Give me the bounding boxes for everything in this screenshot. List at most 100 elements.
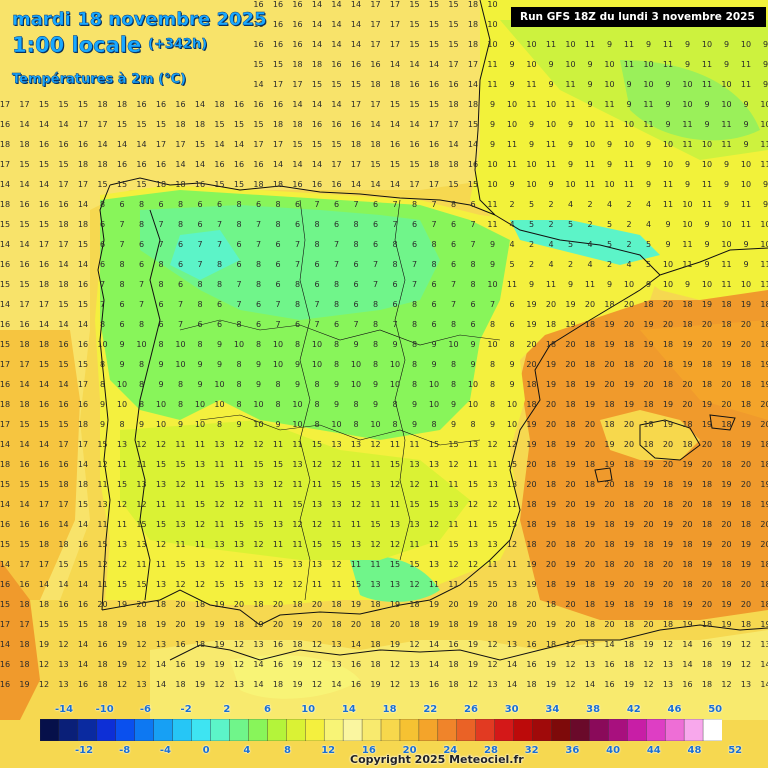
grid-temperature-value: 19 <box>643 460 653 469</box>
grid-temperature-value: 16 <box>58 400 68 409</box>
grid-temperature-value: 11 <box>741 80 751 89</box>
grid-temperature-value: 13 <box>429 460 439 469</box>
grid-temperature-value: 20 <box>273 620 283 629</box>
color-scale-swatch <box>532 719 553 741</box>
grid-temperature-value: 9 <box>236 420 241 429</box>
grid-temperature-value: 11 <box>526 100 536 109</box>
grid-temperature-value: 9 <box>548 180 553 189</box>
grid-temperature-value: 16 <box>292 180 302 189</box>
grid-temperature-value: 18 <box>702 360 712 369</box>
grid-temperature-value: 6 <box>353 280 358 289</box>
grid-temperature-value: 9 <box>763 80 768 89</box>
grid-temperature-value: 9 <box>704 240 709 249</box>
grid-temperature-value: 11 <box>273 500 283 509</box>
grid-temperature-value: 12 <box>721 680 731 689</box>
grid-temperature-value: 16 <box>19 580 29 589</box>
grid-temperature-value: 15 <box>97 180 107 189</box>
grid-temperature-value: 7 <box>314 300 319 309</box>
grid-temperature-value: 10 <box>507 400 517 409</box>
grid-temperature-value: 12 <box>273 480 283 489</box>
grid-temperature-value: 15 <box>468 120 478 129</box>
grid-temperature-value: 8 <box>119 280 124 289</box>
grid-temperature-value: 10 <box>721 220 731 229</box>
grid-temperature-value: 8 <box>197 340 202 349</box>
grid-temperature-value: 18 <box>195 600 205 609</box>
grid-temperature-value: 10 <box>448 340 458 349</box>
grid-temperature-value: 16 <box>78 540 88 549</box>
grid-temperature-value: 15 <box>390 160 400 169</box>
grid-temperature-value: 15 <box>429 100 439 109</box>
grid-temperature-value: 16 <box>351 120 361 129</box>
grid-temperature-value: 11 <box>429 580 439 589</box>
grid-temperature-value: 16 <box>351 660 361 669</box>
grid-temperature-value: 8 <box>158 280 163 289</box>
grid-temperature-value: 4 <box>587 240 592 249</box>
grid-temperature-value: 2 <box>626 200 631 209</box>
grid-temperature-value: 20 <box>721 520 731 529</box>
grid-temperature-value: 6 <box>451 260 456 269</box>
grid-temperature-value: 11 <box>682 240 692 249</box>
grid-temperature-value: 8 <box>314 420 319 429</box>
grid-temperature-value: 10 <box>663 140 673 149</box>
grid-temperature-value: 13 <box>409 680 419 689</box>
grid-temperature-value: 7 <box>158 220 163 229</box>
grid-temperature-value: 14 <box>58 580 68 589</box>
grid-temperature-value: 7 <box>256 220 261 229</box>
grid-temperature-value: 9 <box>685 160 690 169</box>
grid-temperature-value: 19 <box>390 640 400 649</box>
grid-temperature-value: 18 <box>526 500 536 509</box>
andalusia-field <box>120 420 470 560</box>
grid-temperature-value: 10 <box>585 140 595 149</box>
grid-temperature-value: 19 <box>721 340 731 349</box>
grid-temperature-value: 11 <box>214 460 224 469</box>
grid-temperature-value: 8 <box>412 380 417 389</box>
grid-temperature-value: 10 <box>760 240 768 249</box>
grid-temperature-value: 13 <box>370 580 380 589</box>
grid-temperature-value: 11 <box>156 560 166 569</box>
grid-temperature-value: 16 <box>195 180 205 189</box>
grid-temperature-value: 6 <box>256 300 261 309</box>
grid-temperature-value: 18 <box>526 400 536 409</box>
grid-temperature-value: 8 <box>470 420 475 429</box>
color-scale-swatch <box>570 719 591 741</box>
color-scale-bottom-label: 0 <box>202 745 210 756</box>
grid-temperature-value: 9 <box>509 360 514 369</box>
grid-temperature-value: 9 <box>763 200 768 209</box>
grid-temperature-value: 10 <box>136 340 146 349</box>
grid-temperature-value: 11 <box>663 200 673 209</box>
grid-temperature-value: 2 <box>529 240 534 249</box>
grid-temperature-value: 18 <box>546 640 556 649</box>
grid-temperature-value: 14 <box>39 380 49 389</box>
grid-temperature-value: 4 <box>626 260 631 269</box>
grid-temperature-value: 11 <box>156 500 166 509</box>
coastlines-and-borders <box>97 0 768 661</box>
grid-temperature-value: 17 <box>0 160 10 169</box>
grid-temperature-value: 7 <box>256 240 261 249</box>
grid-temperature-value: 16 <box>39 520 49 529</box>
grid-temperature-value: 14 <box>370 120 380 129</box>
color-scale-top-label: 30 <box>504 704 519 715</box>
grid-temperature-value: 6 <box>197 220 202 229</box>
grid-temperature-value: 6 <box>178 260 183 269</box>
grid-temperature-value: 9 <box>470 360 475 369</box>
grid-temperature-value: 14 <box>448 140 458 149</box>
grid-temperature-value: 12 <box>390 540 400 549</box>
grid-temperature-value: 12 <box>175 580 185 589</box>
grid-temperature-value: 16 <box>39 200 49 209</box>
grid-temperature-value: 6 <box>431 280 436 289</box>
grid-temperature-value: 18 <box>58 220 68 229</box>
grid-temperature-value: 14 <box>39 580 49 589</box>
grid-temperature-value: 13 <box>409 660 419 669</box>
grid-temperature-value: 19 <box>117 620 127 629</box>
grid-temperature-value: 2 <box>626 240 631 249</box>
grid-temperature-value: 18 <box>721 560 731 569</box>
grid-temperature-value: 8 <box>392 260 397 269</box>
grid-temperature-value: 2 <box>626 220 631 229</box>
grid-temperature-value: 9 <box>704 260 709 269</box>
grid-temperature-value: 18 <box>19 400 29 409</box>
grid-temperature-value: 11 <box>136 460 146 469</box>
grid-temperature-value: 19 <box>624 680 634 689</box>
grid-temperature-value: 14 <box>117 140 127 149</box>
grid-temperature-value: 19 <box>760 480 768 489</box>
grid-temperature-value: 19 <box>702 540 712 549</box>
